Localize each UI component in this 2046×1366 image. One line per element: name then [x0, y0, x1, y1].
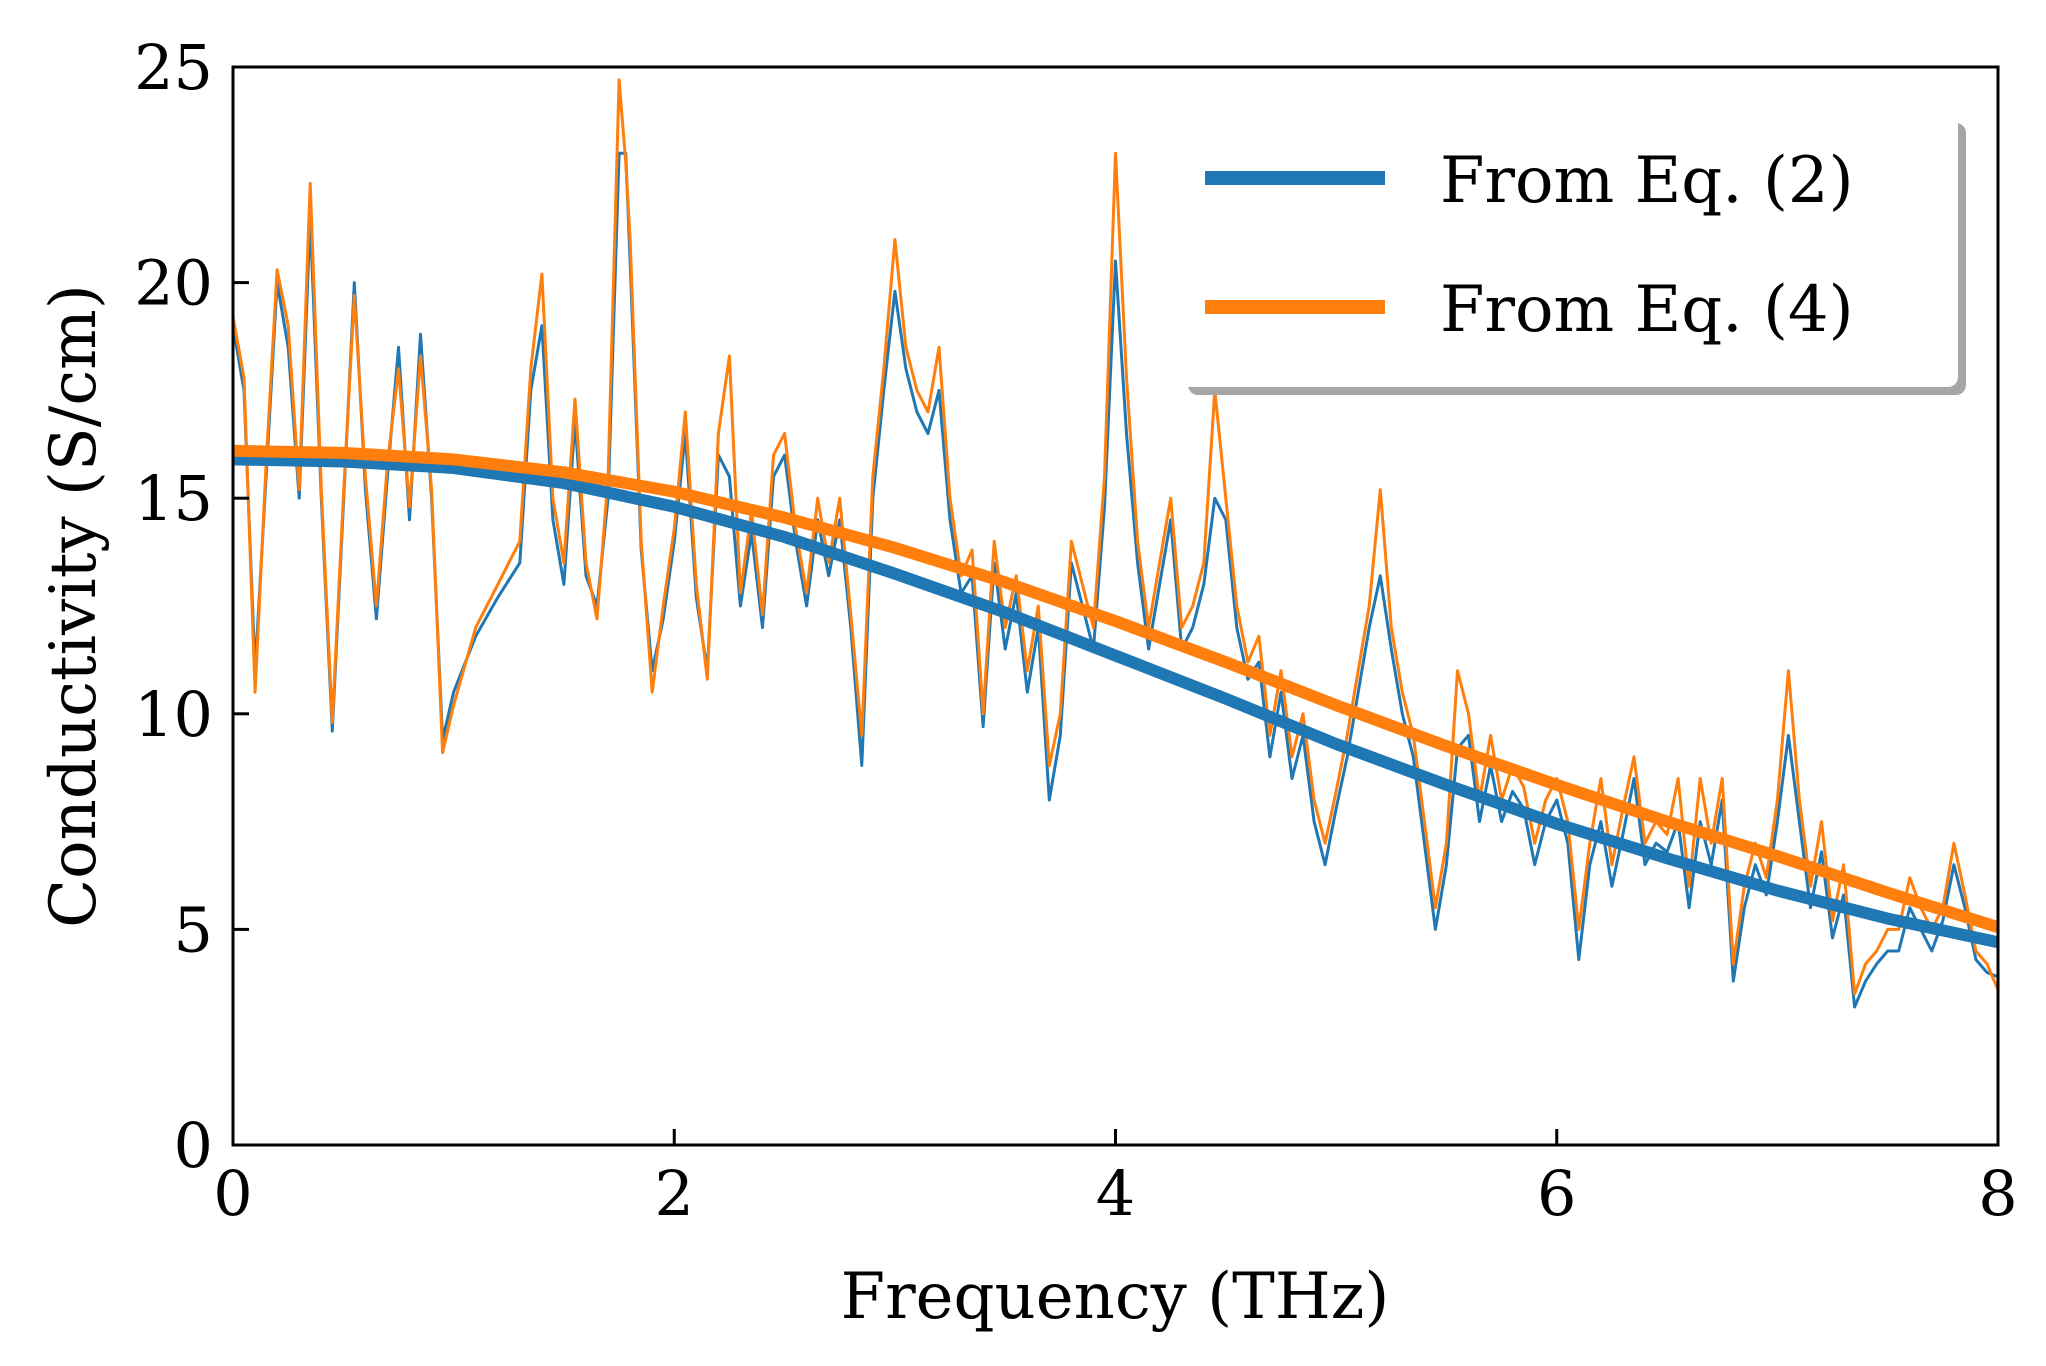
- series-line-eq4-noisy: [233, 78, 1998, 996]
- legend-label-eq2: From Eq. (2): [1440, 144, 1854, 218]
- x-axis-label: Frequency (THz): [841, 1260, 1390, 1334]
- y-tick-label: 20: [134, 247, 213, 320]
- x-tick-label: 8: [1978, 1157, 2017, 1230]
- series-line-eq2-fit: [233, 453, 1998, 949]
- y-axis-label: Conductivity (S/cm): [37, 284, 111, 928]
- legend-label-eq4: From Eq. (4): [1440, 273, 1854, 347]
- x-tick-label: 2: [655, 1157, 694, 1230]
- plot-frame: [231, 65, 2000, 1147]
- series-layer: [233, 78, 1998, 1009]
- x-tick-label: 0: [213, 1157, 252, 1230]
- y-tick-label: 10: [134, 678, 213, 751]
- y-tick-label: 0: [174, 1109, 213, 1182]
- ticks-layer: 0 2 4 6 8 0 5 10 15 20 25: [134, 31, 2018, 1230]
- x-tick-label: 6: [1537, 1157, 1576, 1230]
- y-tick-label: 5: [174, 893, 213, 966]
- y-tick-label: 25: [134, 31, 213, 104]
- legend: From Eq. (2) From Eq. (4): [1180, 115, 1966, 395]
- series-line-eq2-noisy: [233, 151, 1998, 1009]
- x-tick-label: 4: [1096, 1157, 1135, 1230]
- y-tick-label: 15: [134, 462, 213, 535]
- series-line-eq4-fit: [233, 444, 1998, 933]
